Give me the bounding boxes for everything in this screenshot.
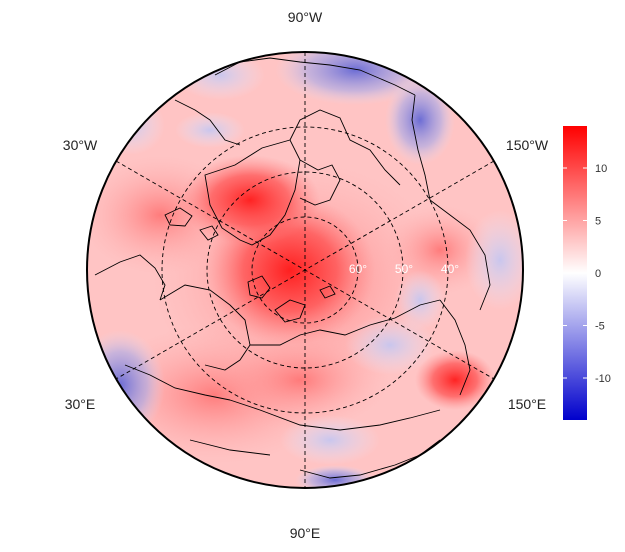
lon-label-90w: 90°W <box>288 9 323 25</box>
coastlines <box>94 57 491 479</box>
colorbar-ticks: 10 5 0 -5 -10 <box>563 163 611 385</box>
graticule <box>115 52 495 488</box>
map-boundary <box>86 51 524 489</box>
lat-label-60: 60° <box>349 262 367 276</box>
lon-label-150e: 150°E <box>508 396 546 412</box>
lon-label-150w: 150°W <box>506 137 549 153</box>
colorbar-tick-label: -10 <box>595 373 611 385</box>
lat-label-50: 50° <box>395 262 413 276</box>
lat-label-40: 40° <box>441 262 459 276</box>
colorbar-tick-label: 5 <box>595 216 601 228</box>
anomaly-field <box>87 52 523 488</box>
lon-label-90e: 90°E <box>290 525 321 541</box>
colorbar-tick-label: 0 <box>595 268 601 280</box>
lon-label-30e: 30°E <box>65 396 96 412</box>
colorbar-tick-label: -5 <box>595 321 605 333</box>
colorbar-tick-label: 10 <box>595 163 607 175</box>
lon-label-30w: 30°W <box>63 137 98 153</box>
colorbar: 10 5 0 -5 -10 <box>563 126 611 420</box>
